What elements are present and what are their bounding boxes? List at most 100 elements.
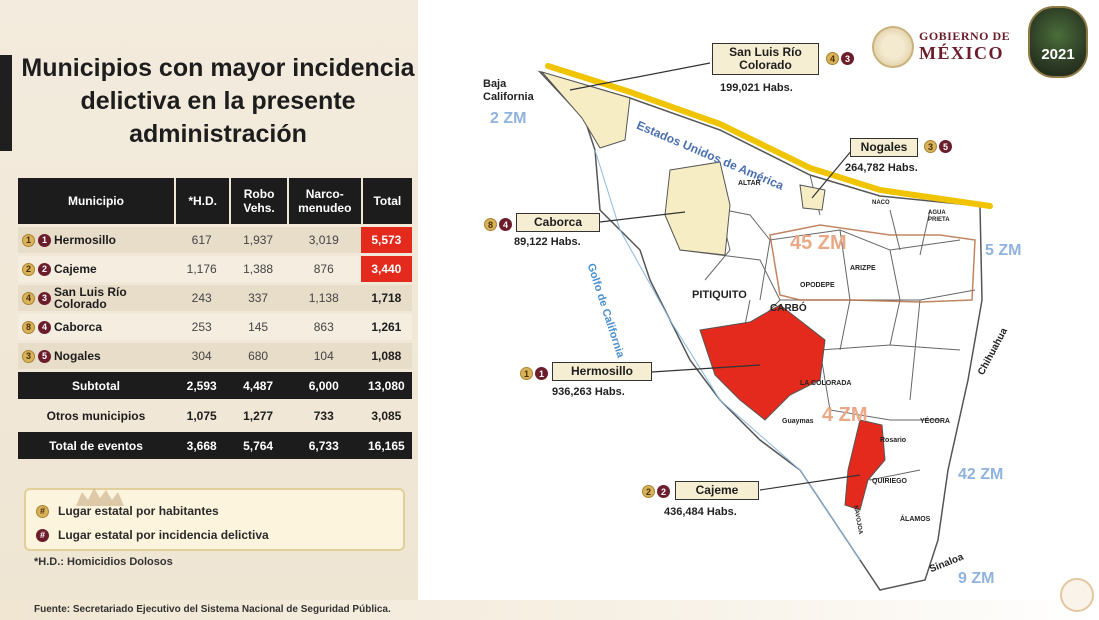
- callout-caborca: Caborca: [516, 213, 600, 232]
- header-robo: Robo Vehs.: [229, 178, 287, 224]
- label-quiriego: QUIRIEGO: [872, 478, 908, 485]
- municipio-name: San Luis Río Colorado: [54, 285, 127, 311]
- cell-total: 1,718: [360, 285, 412, 311]
- callout-hermosillo-badges: 1 1: [520, 367, 548, 380]
- table-row: 8 4 Caborca 253 145 863 1,261: [18, 314, 412, 340]
- label-carbo: CARBÓ: [770, 303, 807, 314]
- population-rank-badge: 1: [22, 233, 35, 247]
- footer-bar: Fuente: Secretariado Ejecutivo del Siste…: [0, 600, 1099, 620]
- label-altar: ALTAR: [738, 180, 761, 187]
- label-agua-prieta: AGUA PRIETA: [928, 210, 950, 223]
- callout-nogales: Nogales: [850, 138, 918, 157]
- subtotal-narco: 6,000: [286, 372, 361, 399]
- cell-municipio: 1 1 Hermosillo: [18, 227, 174, 253]
- cell-narco: 876: [286, 256, 361, 282]
- population-rank-badge: 4: [826, 52, 839, 65]
- header-hd: *H.D.: [173, 178, 230, 224]
- cell-total: 1,088: [360, 343, 412, 369]
- population-rank-badge: 4: [22, 291, 35, 305]
- population-rank-badge: 8: [22, 320, 35, 334]
- callout-cajeme-badges: 2 2: [642, 485, 670, 498]
- left-accent-bar: [0, 55, 12, 151]
- otros-total: 3,085: [371, 408, 402, 423]
- municipio-name: Caborca: [54, 320, 103, 334]
- watermark-icon: [76, 488, 124, 506]
- cell-narco: 1,138: [286, 285, 361, 311]
- table-row: 2 2 Cajeme 1,176 1,388 876 3,440: [18, 256, 412, 282]
- cell-hd: 1,176: [173, 256, 230, 282]
- callout-slrc-habs: 199,021 Habs.: [720, 82, 793, 94]
- cell-hd: 304: [173, 343, 230, 369]
- us-border-line: [545, 63, 993, 209]
- table-row: 1 1 Hermosillo 617 1,937 3,019 5,573: [18, 227, 412, 253]
- year-2021-logo: 2021: [1028, 6, 1088, 78]
- cell-municipio: 8 4 Caborca: [18, 314, 174, 340]
- callout-caborca-badges: 8 4: [484, 218, 512, 231]
- total-eventos-label: Total de eventos: [18, 432, 174, 459]
- population-rank-badge: 2: [642, 485, 655, 498]
- zone-label-south: 9 ZM: [958, 570, 995, 587]
- crime-rank-badge: #: [36, 528, 49, 542]
- population-rank-badge: 8: [484, 218, 497, 231]
- zone-label-south-east: 42 ZM: [958, 466, 1004, 483]
- legend-crime: # Lugar estatal por incidencia delictiva: [36, 528, 269, 542]
- crime-rank-badge: 4: [38, 320, 51, 334]
- otros-row: Otros municipios 1,075 1,277 733 3,085: [18, 402, 412, 429]
- cell-municipio: 2 2 Cajeme: [18, 256, 174, 282]
- crime-rank-badge: 1: [38, 233, 51, 247]
- cell-total: 1,261: [360, 314, 412, 340]
- total-eventos-total: 16,165: [360, 432, 412, 459]
- zone-label-center: 4 ZM: [822, 404, 868, 426]
- cell-municipio: 3 5 Nogales: [18, 343, 174, 369]
- cajeme-region: [844, 419, 886, 511]
- crime-rank-badge: 2: [38, 262, 51, 276]
- hermosillo-region: [699, 304, 826, 421]
- cell-narco: 104: [286, 343, 361, 369]
- crime-rank-badge: 2: [657, 485, 670, 498]
- crime-rank-badge: 5: [939, 140, 952, 153]
- callout-cajeme: Cajeme: [675, 481, 759, 500]
- otros-hd: 1,075: [186, 408, 217, 423]
- bottom-seal-icon: [1060, 578, 1094, 612]
- population-rank-badge: 1: [520, 367, 533, 380]
- label-opodepe: OPODEPE: [800, 282, 835, 289]
- otros-robo: 1,277: [243, 408, 274, 423]
- cell-hd: 617: [173, 227, 230, 253]
- gulf-coast: [594, 149, 861, 561]
- otros-label: Otros municipios: [46, 408, 146, 423]
- label-alamos: ÁLAMOS: [900, 516, 931, 523]
- table-header-row: Municipio *H.D. Robo Vehs. Narco-menudeo …: [18, 178, 412, 224]
- legend-box: # Lugar estatal por habitantes # Lugar e…: [24, 488, 405, 551]
- cell-robo: 145: [229, 314, 287, 340]
- crime-rank-badge: 3: [38, 291, 51, 305]
- label-pitiquito: PITIQUITO: [692, 289, 747, 301]
- legend-crime-label: Lugar estatal por incidencia delictiva: [58, 528, 269, 542]
- header-narco: Narco-menudeo: [286, 178, 361, 224]
- callout-line-caborca: [599, 211, 686, 223]
- callout-slrc: San Luis Río Colorado: [712, 43, 819, 75]
- subtotal-total: 13,080: [360, 372, 412, 399]
- cell-narco: 863: [286, 314, 361, 340]
- subtotal-row: Subtotal 2,593 4,487 6,000 13,080: [18, 372, 412, 399]
- cell-municipio: 4 3 San Luis Río Colorado: [18, 285, 174, 311]
- population-rank-badge: #: [36, 504, 49, 518]
- page-title: Municipios con mayor incidencia delictiv…: [21, 54, 415, 148]
- total-eventos-robo: 5,764: [229, 432, 287, 459]
- municipio-name: Hermosillo: [54, 233, 117, 247]
- crime-rank-badge: 5: [38, 349, 51, 363]
- slrc-region: [540, 71, 631, 149]
- label-la-colorada: LA COLORADA: [800, 380, 852, 387]
- callout-line-cajeme: [759, 474, 861, 491]
- table-row: 4 3 San Luis Río Colorado 243 337 1,138 1…: [18, 285, 412, 311]
- caborca-region: [664, 161, 731, 256]
- label-naco: NACO: [872, 200, 890, 206]
- sonora-map: [537, 62, 993, 591]
- zone-45zm-border: [769, 224, 976, 303]
- municipio-name: Nogales: [54, 349, 101, 363]
- label-yecora: YÉCORA: [920, 418, 950, 425]
- crime-rank-badge: 3: [841, 52, 854, 65]
- cell-robo: 1,388: [229, 256, 287, 282]
- total-eventos-hd: 3,668: [173, 432, 230, 459]
- callout-hermosillo: Hermosillo: [552, 362, 652, 381]
- callout-caborca-habs: 89,122 Habs.: [514, 236, 581, 248]
